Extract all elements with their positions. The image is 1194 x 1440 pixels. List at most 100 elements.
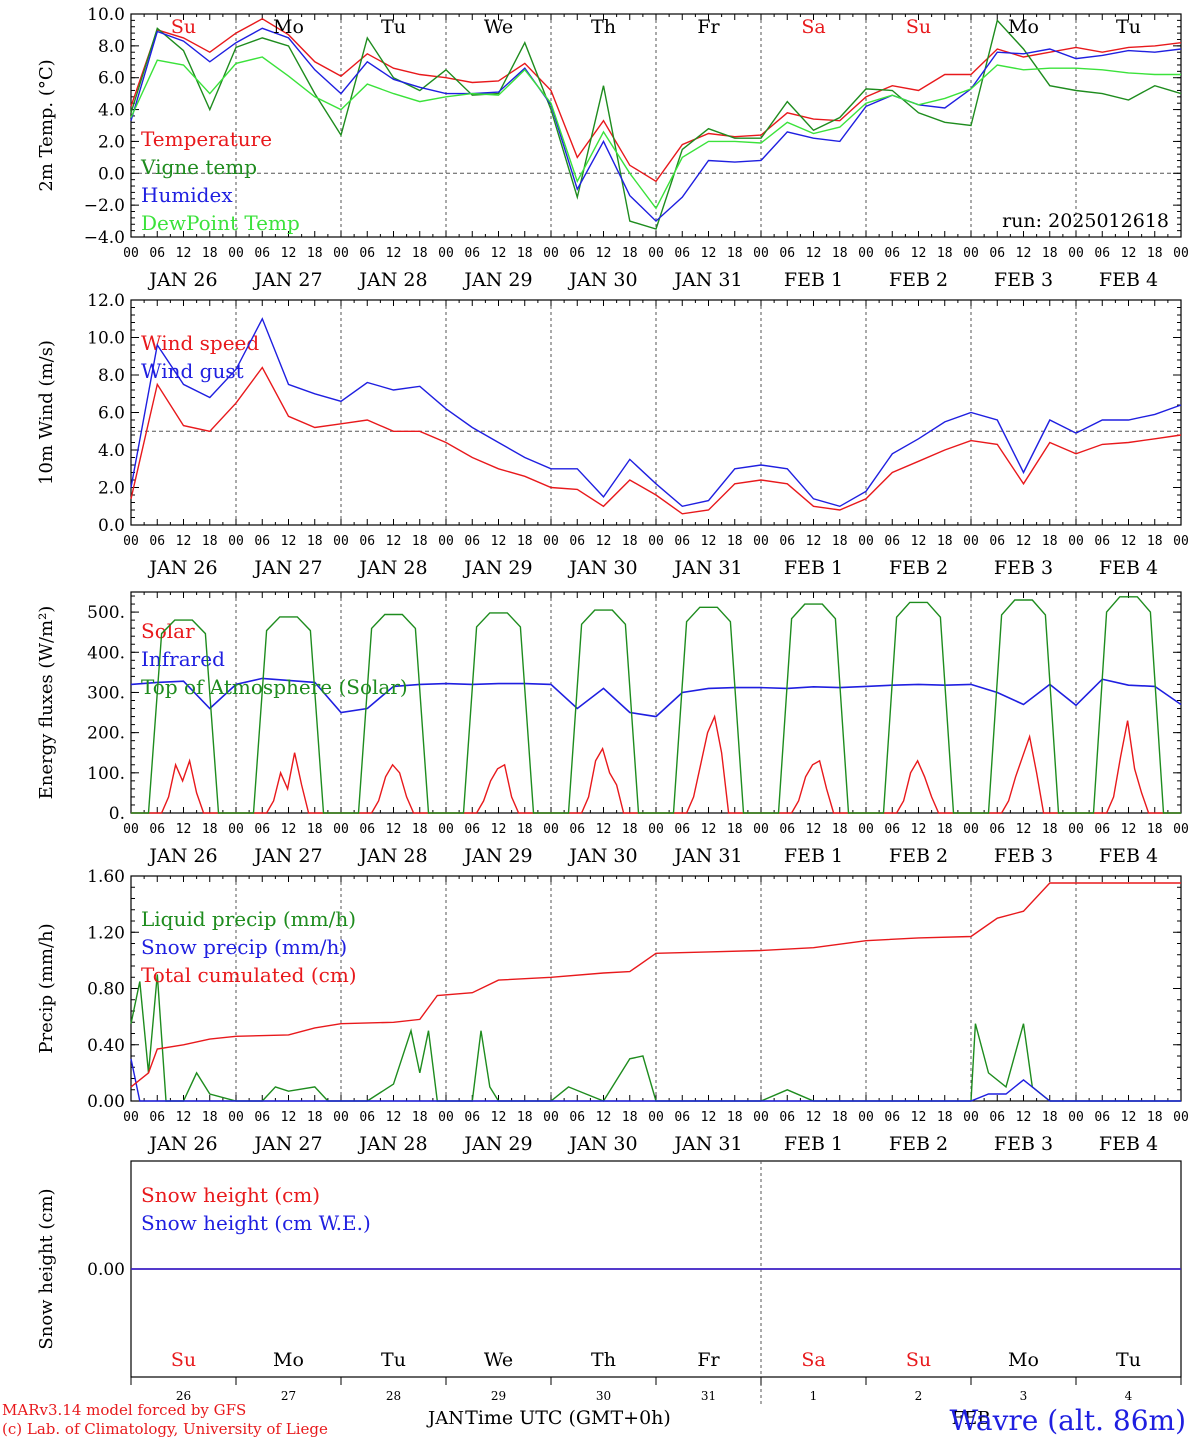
y-tick-label: 0. — [109, 804, 125, 824]
hour-tick-label: 12 — [701, 534, 717, 549]
hour-tick-label: 06 — [569, 1110, 585, 1125]
hour-tick-label: 06 — [884, 822, 900, 837]
hour-tick-label: 00 — [333, 1110, 349, 1125]
date-label: FEB 2 — [889, 269, 948, 291]
hour-tick-label: 12 — [281, 822, 297, 837]
hour-tick-label: 00 — [228, 246, 244, 261]
y-tick-label: −4.0 — [84, 228, 125, 248]
hour-tick-label: 12 — [911, 822, 927, 837]
date-label: JAN 27 — [252, 557, 322, 579]
date-label: JAN 27 — [252, 1133, 322, 1155]
hour-tick-label: 00 — [858, 534, 874, 549]
hour-tick-label: 18 — [412, 1110, 428, 1125]
hour-tick-label: 12 — [1121, 246, 1137, 261]
day-name-bottom: We — [484, 1349, 513, 1371]
day-name-top: We — [484, 16, 513, 38]
legend-entry: Infrared — [141, 647, 225, 671]
hour-tick-label: 00 — [1173, 1110, 1189, 1125]
hour-tick-label: 00 — [963, 534, 979, 549]
date-label: FEB 4 — [1099, 845, 1158, 867]
y-tick-label: 0.00 — [87, 1092, 125, 1112]
series-line-humidex — [130, 27, 1182, 223]
date-label: JAN 30 — [567, 269, 637, 291]
hour-tick-label: 12 — [386, 246, 402, 261]
hour-tick-label: 00 — [333, 246, 349, 261]
hour-tick-label: 00 — [648, 822, 664, 837]
y-tick-label: 4.0 — [98, 101, 125, 121]
legend-entry: Snow height (cm W.E.) — [141, 1211, 371, 1235]
legend-entry: Total cumulated (cm) — [141, 963, 357, 987]
hour-tick-label: 06 — [884, 1110, 900, 1125]
date-label: JAN 29 — [462, 1133, 532, 1155]
hour-tick-label: 06 — [359, 822, 375, 837]
hour-tick-label: 18 — [1042, 534, 1058, 549]
hour-tick-label: 00 — [228, 534, 244, 549]
hour-tick-label: 00 — [1068, 246, 1084, 261]
series-line-dewpoint-temp — [130, 56, 1181, 210]
hour-tick-label: 00 — [228, 822, 244, 837]
date-label: JAN 29 — [462, 845, 532, 867]
day-name-bottom: Tu — [1116, 1349, 1141, 1371]
hour-tick-label: 00 — [963, 246, 979, 261]
day-name-top: Fr — [697, 16, 720, 38]
run-annotation: run: 2025012618 — [1002, 210, 1169, 232]
hour-tick-label: 06 — [779, 246, 795, 261]
hour-tick-label: 12 — [911, 246, 927, 261]
hour-tick-label: 18 — [937, 534, 953, 549]
y-tick-label: 1.20 — [87, 923, 125, 943]
day-name-bottom: Mo — [1008, 1349, 1039, 1371]
footer-lab-credit: (c) Lab. of Climatology, University of L… — [2, 1420, 328, 1438]
legend-entry: Snow precip (mm/h) — [141, 935, 347, 959]
hour-tick-label: 12 — [911, 534, 927, 549]
hour-tick-label: 00 — [1068, 534, 1084, 549]
hour-tick-label: 00 — [858, 822, 874, 837]
hour-tick-label: 12 — [176, 1110, 192, 1125]
hour-tick-label: 18 — [202, 534, 218, 549]
hour-tick-label: 12 — [806, 534, 822, 549]
hour-tick-label: 12 — [176, 822, 192, 837]
day-name-top: Su — [906, 16, 931, 38]
day-name-bottom: Su — [906, 1349, 931, 1371]
hour-tick-label: 00 — [648, 534, 664, 549]
hour-tick-label: 00 — [858, 246, 874, 261]
month-label-jan: JAN — [426, 1408, 464, 1429]
date-label: FEB 2 — [889, 557, 948, 579]
y-tick-label: 400. — [87, 643, 125, 663]
hour-tick-label: 18 — [937, 246, 953, 261]
date-label: JAN 26 — [147, 1133, 217, 1155]
month-label-feb: FEB — [952, 1408, 991, 1429]
date-label: FEB 4 — [1099, 557, 1158, 579]
hour-tick-label: 00 — [123, 1110, 139, 1125]
panel-frame-2 — [130, 299, 1182, 526]
hour-tick-label: 12 — [386, 822, 402, 837]
hour-tick-label: 18 — [412, 246, 428, 261]
y-tick-label: 10.0 — [87, 329, 125, 349]
hour-tick-label: 00 — [228, 1110, 244, 1125]
hour-tick-label: 06 — [254, 1110, 270, 1125]
hour-tick-label: 06 — [884, 534, 900, 549]
date-label: JAN 29 — [462, 557, 532, 579]
legend-entry: Liquid precip (mm/h) — [141, 907, 356, 931]
date-label: FEB 4 — [1099, 1133, 1158, 1155]
hour-tick-label: 18 — [727, 822, 743, 837]
legend-entry: Vigne temp — [140, 155, 257, 179]
hour-tick-label: 12 — [596, 822, 612, 837]
hour-tick-label: 18 — [307, 534, 323, 549]
y-axis-label: Snow height (cm) — [36, 1188, 57, 1349]
hour-tick-label: 06 — [674, 1110, 690, 1125]
hour-tick-label: 06 — [254, 534, 270, 549]
hour-tick-label: 12 — [1016, 246, 1032, 261]
date-label: JAN 26 — [147, 269, 217, 291]
series-line-wind-gust — [130, 317, 1182, 508]
day-name-top: Su — [171, 16, 196, 38]
hour-tick-label: 18 — [832, 822, 848, 837]
hour-tick-label: 06 — [569, 246, 585, 261]
day-number-label: 31 — [701, 1389, 716, 1403]
hour-tick-label: 18 — [307, 822, 323, 837]
day-number-label: 4 — [1125, 1389, 1133, 1403]
hour-tick-label: 00 — [543, 246, 559, 261]
date-label: FEB 1 — [784, 1133, 843, 1155]
date-label: JAN 26 — [147, 845, 217, 867]
y-tick-label: 1.60 — [87, 867, 125, 887]
